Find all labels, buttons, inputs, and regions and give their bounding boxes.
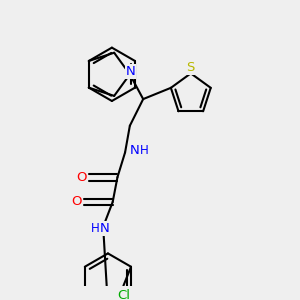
Text: N: N xyxy=(100,222,110,235)
Text: O: O xyxy=(76,171,86,184)
Text: H: H xyxy=(140,144,148,157)
Text: O: O xyxy=(71,196,82,208)
Text: N: N xyxy=(130,144,140,157)
Text: N: N xyxy=(126,65,136,78)
Text: S: S xyxy=(187,61,195,74)
Text: H: H xyxy=(91,222,100,235)
Text: Cl: Cl xyxy=(117,289,130,300)
